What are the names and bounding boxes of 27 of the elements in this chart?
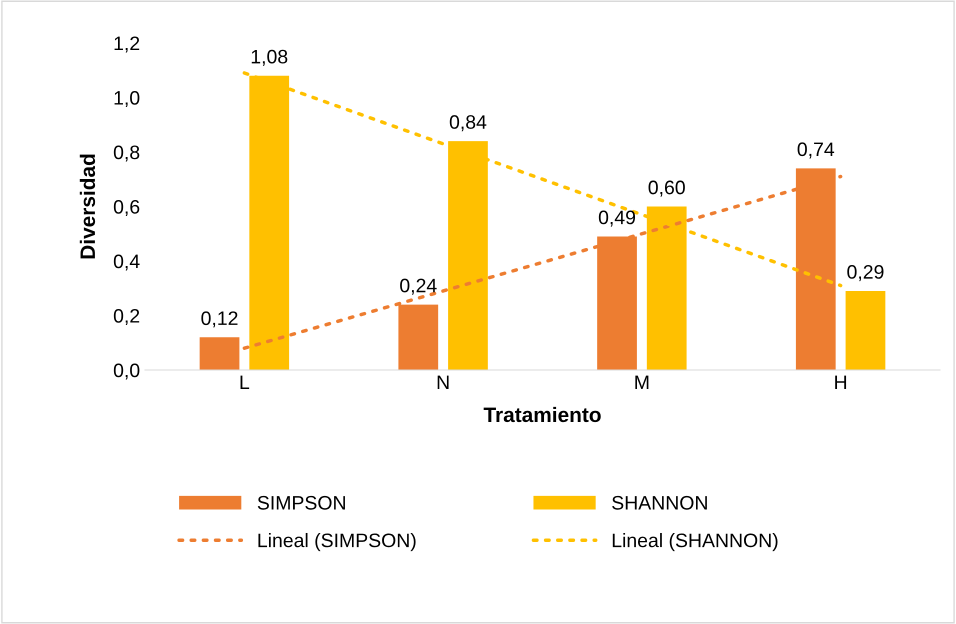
legend-label: SHANNON — [612, 496, 707, 510]
legend-label: Lineal (SIMPSON) — [258, 532, 416, 552]
y-tick-label: 1,2 — [114, 36, 140, 53]
y-axis-title: Diversidad — [80, 154, 96, 258]
data-label: 0,60 — [648, 180, 685, 197]
y-tick-label: 0,6 — [114, 200, 140, 216]
x-axis-title: Tratamiento — [484, 406, 601, 422]
x-tick-label: M — [635, 376, 648, 389]
legend-label: SIMPSON — [258, 496, 345, 510]
bar — [200, 337, 240, 370]
data-label: 0,49 — [598, 210, 636, 227]
x-tick-label: N — [438, 376, 449, 389]
data-label: 0,74 — [798, 142, 834, 158]
y-tick-label: 0,0 — [114, 363, 140, 380]
y-tick-label: 0,2 — [114, 308, 140, 326]
data-label: 1,08 — [252, 50, 288, 66]
data-label: 0,24 — [400, 278, 437, 295]
legend-label: Lineal (SHANNON) — [612, 532, 778, 552]
data-label: 0,84 — [450, 115, 486, 132]
x-tick-label: H — [835, 376, 846, 389]
y-tick-label: 1,0 — [114, 90, 140, 108]
x-tick-label: L — [240, 376, 250, 389]
bar — [846, 290, 886, 370]
data-label: 0,29 — [847, 265, 884, 282]
y-tick-label: 0,8 — [114, 145, 140, 162]
data-label: 0,12 — [201, 311, 238, 328]
y-tick-label: 0,4 — [114, 254, 140, 271]
